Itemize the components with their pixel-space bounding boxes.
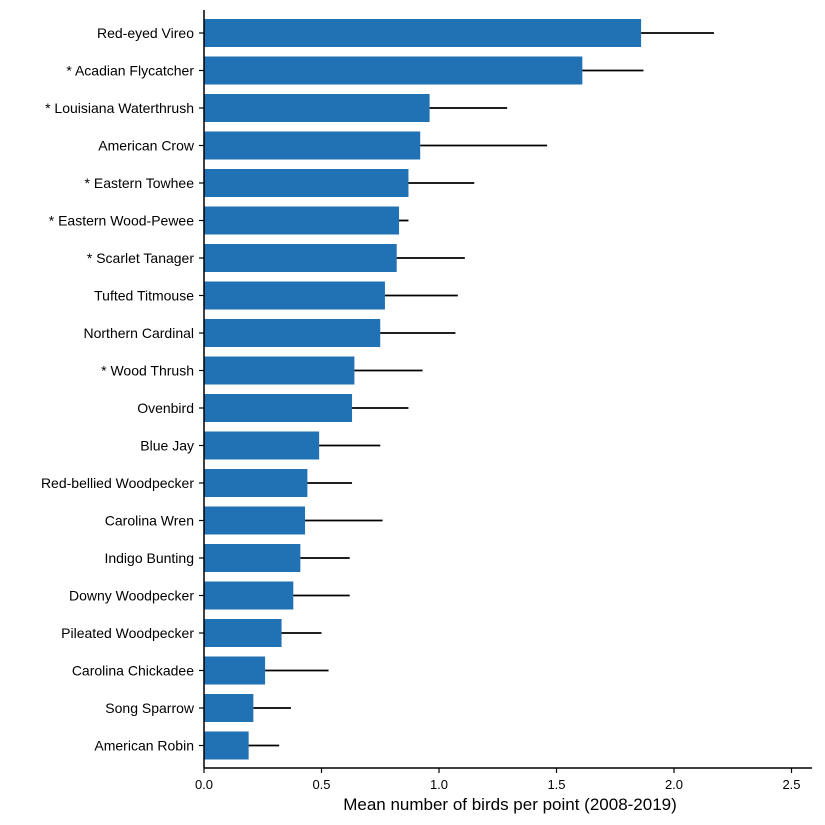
bar [204,431,320,460]
category-label: Carolina Wren [105,513,194,529]
bar [204,169,409,197]
category-label: * Acadian Flycatcher [66,63,194,79]
bar [204,131,421,160]
category-label: * Eastern Wood-Pewee [49,213,194,229]
bar [204,94,430,122]
category-label: * Wood Thrush [101,363,194,379]
x-tick-label: 1.0 [430,777,448,792]
bar [204,319,381,347]
bar [204,694,254,722]
bar [204,469,308,497]
bar [204,731,249,760]
category-label: Song Sparrow [105,700,195,716]
category-labels-group: Red-eyed Vireo * Acadian Flycatcher * Loui… [41,25,195,754]
category-label: Ovenbird [137,400,194,416]
x-ticks-group: 0.0 0.5 1.0 1.5 2.0 2.5 [195,768,801,792]
axes-group [199,10,812,769]
bar [204,244,397,272]
bar [204,281,385,310]
category-label: Northern Cardinal [84,325,195,341]
category-label: Pileated Woodpecker [61,625,194,641]
category-label: Red-eyed Vireo [97,25,194,41]
bar [204,56,583,85]
category-label: * Scarlet Tanager [87,250,194,266]
category-label: Tufted Titmouse [94,288,194,304]
category-label: Indigo Bunting [104,550,194,566]
category-label: Red-bellied Woodpecker [41,475,194,491]
x-axis-title: Mean number of birds per point (2008-201… [343,795,677,814]
x-tick-label: 1.5 [547,777,565,792]
x-tick-label: 2.0 [665,777,683,792]
x-tick-label: 0.0 [195,777,213,792]
bar [204,544,301,572]
bar [204,619,282,647]
bars-group [204,19,642,760]
category-label: * Eastern Towhee [85,175,195,191]
bar [204,394,353,422]
bar [204,581,294,610]
bar [204,356,355,385]
category-label: Carolina Chickadee [72,663,194,679]
bar [204,19,642,47]
category-label: American Robin [94,738,194,754]
category-label: American Crow [98,138,195,154]
x-tick-label: 2.5 [782,777,800,792]
category-label: * Louisiana Waterthrush [45,100,194,116]
error-bars-group [248,32,714,747]
bar [204,656,266,685]
category-label: Downy Woodpecker [69,588,194,604]
x-tick-label: 0.5 [312,777,330,792]
category-label: Blue Jay [140,438,194,454]
bar [204,206,400,235]
bar [204,506,306,535]
